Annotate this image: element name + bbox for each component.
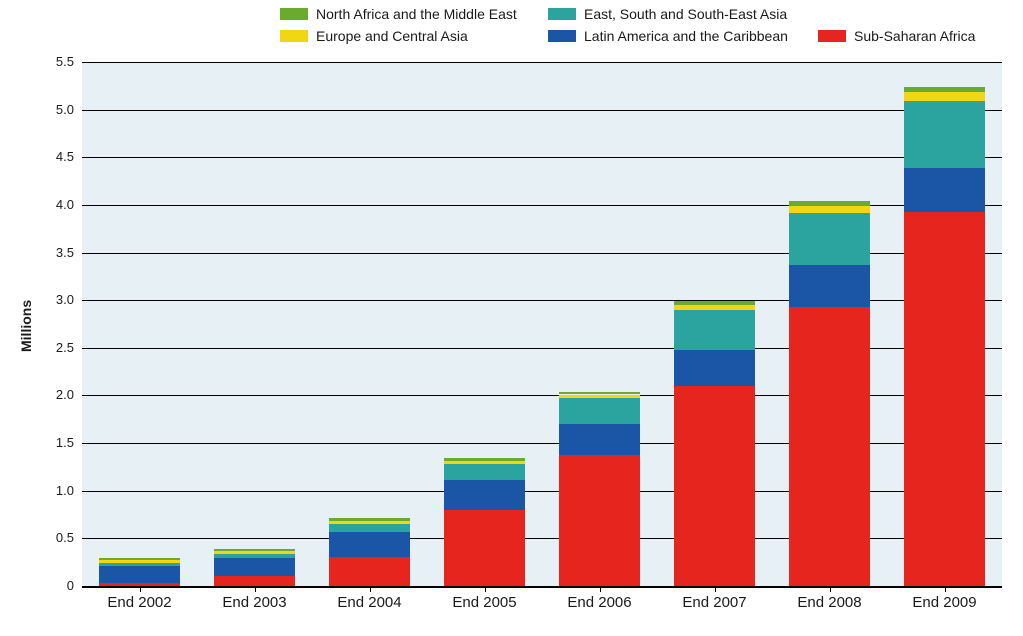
gridline	[82, 62, 1002, 63]
bar-segment	[444, 480, 525, 510]
x-tick	[485, 586, 486, 592]
bar-segment	[214, 554, 295, 559]
bar-segment	[559, 424, 640, 455]
legend-swatch	[548, 8, 576, 20]
legend-item: East, South and South-East Asia	[548, 6, 787, 22]
bar-segment	[559, 398, 640, 424]
bar-segment	[559, 392, 640, 395]
bar-segment	[789, 307, 870, 586]
bar-segment	[329, 557, 410, 586]
bar-segment	[329, 532, 410, 558]
y-tick-label: 4.5	[34, 149, 74, 164]
legend-label: Europe and Central Asia	[316, 28, 468, 44]
x-tick-label: End 2004	[337, 594, 401, 611]
bar-segment	[444, 510, 525, 586]
x-tick-label: End 2002	[107, 594, 171, 611]
x-tick-label: End 2005	[452, 594, 516, 611]
bar-segment	[99, 563, 180, 566]
bar-segment	[99, 566, 180, 583]
bar-segment	[99, 558, 180, 560]
bar-segment	[789, 206, 870, 213]
x-tick	[945, 586, 946, 592]
x-tick-label: End 2003	[222, 594, 286, 611]
bar-segment	[674, 305, 755, 310]
x-tick	[600, 586, 601, 592]
bar-segment	[904, 212, 985, 586]
x-tick-label: End 2009	[912, 594, 976, 611]
x-tick	[140, 586, 141, 592]
bar-segment	[904, 92, 985, 101]
bar-segment	[329, 521, 410, 524]
bar-segment	[674, 301, 755, 305]
y-tick-label: 3.5	[34, 245, 74, 260]
bar-segment	[329, 524, 410, 532]
bar-segment	[444, 464, 525, 480]
bar-segment	[789, 265, 870, 307]
bar-segment	[214, 576, 295, 586]
legend-swatch	[818, 30, 846, 42]
y-tick-label: 0	[34, 578, 74, 593]
bar-segment	[789, 213, 870, 265]
legend-label: Latin America and the Caribbean	[584, 28, 788, 44]
bar-segment	[904, 87, 985, 93]
y-tick-label: 3.0	[34, 292, 74, 307]
y-tick-label: 5.0	[34, 102, 74, 117]
legend-item: North Africa and the Middle East	[280, 6, 517, 22]
y-tick-label: 4.0	[34, 197, 74, 212]
bar-segment	[559, 395, 640, 399]
y-tick-label: 0.5	[34, 530, 74, 545]
x-axis-baseline	[82, 586, 1002, 588]
bar-segment	[904, 168, 985, 212]
y-tick-label: 1.5	[34, 435, 74, 450]
bar-segment	[674, 350, 755, 386]
y-axis-label: Millions	[18, 300, 34, 352]
plot-area	[82, 62, 1002, 586]
legend-item: Sub-Saharan Africa	[818, 28, 975, 44]
x-tick	[715, 586, 716, 592]
gridline	[82, 110, 1002, 111]
legend-swatch	[548, 30, 576, 42]
legend-label: Sub-Saharan Africa	[854, 28, 975, 44]
x-tick	[830, 586, 831, 592]
bar-segment	[99, 560, 180, 563]
bar-segment	[789, 201, 870, 206]
y-tick-label: 5.5	[34, 54, 74, 69]
x-tick-label: End 2008	[797, 594, 861, 611]
gridline	[82, 157, 1002, 158]
x-tick	[255, 586, 256, 592]
bar-segment	[674, 310, 755, 350]
x-tick-label: End 2006	[567, 594, 631, 611]
legend-label: North Africa and the Middle East	[316, 6, 517, 22]
x-tick	[370, 586, 371, 592]
bar-segment	[329, 518, 410, 521]
bar-segment	[214, 549, 295, 551]
legend-item: Latin America and the Caribbean	[548, 28, 788, 44]
chart-legend: Sub-Saharan Africa Latin America and the …	[0, 0, 1023, 52]
chart-figure: Sub-Saharan Africa Latin America and the …	[0, 0, 1023, 636]
legend-label: East, South and South-East Asia	[584, 6, 787, 22]
x-tick-label: End 2007	[682, 594, 746, 611]
y-tick-label: 2.5	[34, 340, 74, 355]
bar-segment	[444, 461, 525, 464]
bar-segment	[904, 101, 985, 168]
y-tick-label: 1.0	[34, 483, 74, 498]
bar-segment	[214, 558, 295, 576]
bar-segment	[559, 455, 640, 586]
bar-segment	[214, 551, 295, 554]
bar-segment	[444, 458, 525, 461]
bar-segment	[674, 386, 755, 586]
legend-swatch	[280, 30, 308, 42]
y-tick-label: 2.0	[34, 387, 74, 402]
legend-swatch	[280, 8, 308, 20]
legend-item: Europe and Central Asia	[280, 28, 468, 44]
